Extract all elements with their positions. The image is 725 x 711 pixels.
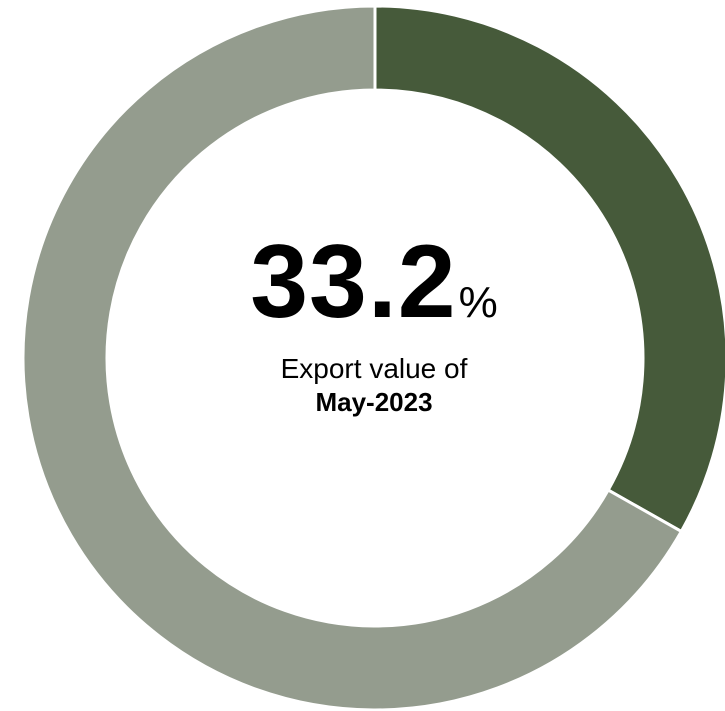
donut-slice-export-value [373, 4, 725, 534]
center-caption: Export value of [280, 353, 468, 384]
donut-slices [21, 4, 725, 711]
center-unit: % [458, 278, 498, 327]
center-value-line: 33.2% [134, 230, 614, 334]
center-period: May-2023 [315, 386, 433, 417]
center-label: 33.2% Export value of May-2023 [134, 230, 614, 419]
center-value: 33.2 [250, 224, 457, 340]
donut-slice-remainder [21, 4, 684, 711]
